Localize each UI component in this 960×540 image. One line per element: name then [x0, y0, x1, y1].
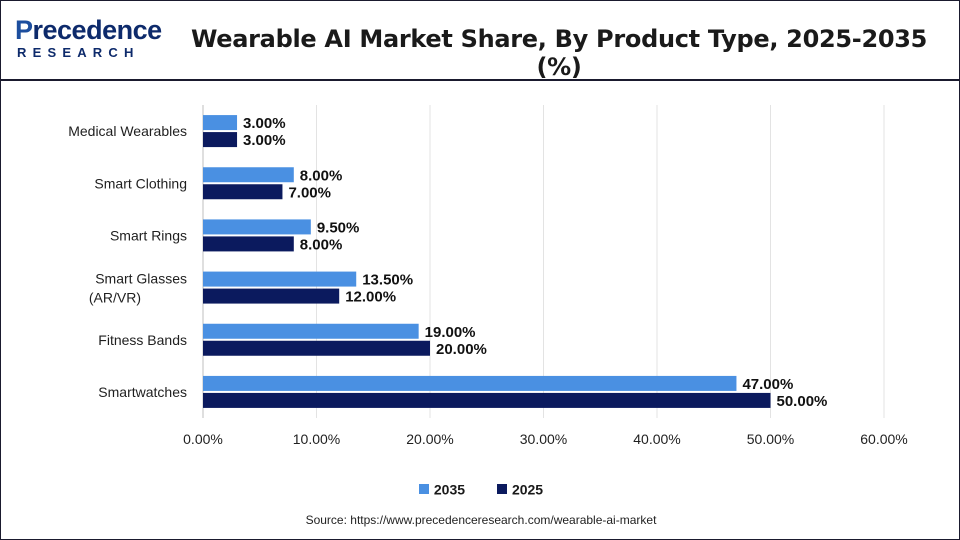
bar-2035 [203, 271, 357, 287]
data-label-2025: 50.00% [777, 393, 828, 410]
legend-item-2035: 2035 [418, 480, 466, 497]
data-label-2035: 3.00% [243, 115, 286, 132]
brand-logo: Precedence RESEARCH [15, 15, 165, 67]
chart-title: Wearable AI Market Share, By Product Typ… [190, 25, 928, 81]
x-tick-label: 20.00% [406, 431, 453, 447]
bar-2035 [203, 219, 311, 235]
legend-swatch-2025 [496, 483, 507, 494]
data-label-2035: 9.50% [317, 219, 360, 236]
logo-wordmark: Precedence [15, 15, 162, 45]
x-tick-label: 50.00% [747, 431, 794, 447]
x-tick-label: 40.00% [633, 431, 680, 447]
category-label: Smartwatches [98, 384, 187, 400]
bar-2025 [203, 236, 294, 252]
x-tick-label: 0.00% [183, 431, 223, 447]
data-label-2025: 20.00% [436, 341, 487, 358]
bar-2025 [203, 132, 238, 148]
data-label-2035: 8.00% [300, 167, 343, 184]
bar-2035 [203, 167, 294, 183]
legend-label-2035: 2035 [433, 480, 466, 497]
data-label-2025: 7.00% [288, 184, 331, 201]
category-label: Medical Wearables [68, 123, 187, 139]
chart-legend: 2035 2025 [1, 479, 960, 497]
category-label: Smart Rings [110, 227, 187, 243]
bar-2035 [203, 375, 737, 391]
bar-2025 [203, 184, 283, 200]
category-label: Smart Glasses (AR/VR) [89, 271, 187, 306]
legend-swatch-2035 [418, 483, 429, 494]
legend-item-2025: 2025 [496, 480, 544, 497]
data-label-2035: 19.00% [425, 324, 476, 341]
bar-chart: 0.00% 10.00% 20.00% 30.00% 40.00% 50.00% 60.00… [68, 105, 908, 447]
x-tick-label: 10.00% [293, 431, 340, 447]
legend-label-2025: 2025 [511, 480, 544, 497]
logo-subtitle: RESEARCH [17, 45, 140, 60]
data-label-2025: 8.00% [300, 236, 343, 253]
bar-2025 [203, 392, 771, 408]
data-label-2035: 47.00% [742, 376, 793, 393]
data-label-2035: 13.50% [362, 272, 413, 289]
source-note: Source: https://www.precedenceresearch.c… [305, 513, 657, 527]
category-label: Fitness Bands [98, 332, 187, 348]
x-tick-label: 30.00% [520, 431, 567, 447]
data-label-2025: 3.00% [243, 132, 286, 149]
bar-2035 [203, 323, 419, 339]
x-tick-label: 60.00% [860, 431, 907, 447]
header-bar: Precedence RESEARCH Wearable AI Market S… [1, 1, 959, 81]
data-label-2025: 12.00% [345, 289, 396, 306]
category-label: Smart Clothing [94, 175, 187, 191]
bar-2025 [203, 288, 340, 304]
bar-2025 [203, 340, 430, 356]
bar-2035 [203, 115, 238, 131]
